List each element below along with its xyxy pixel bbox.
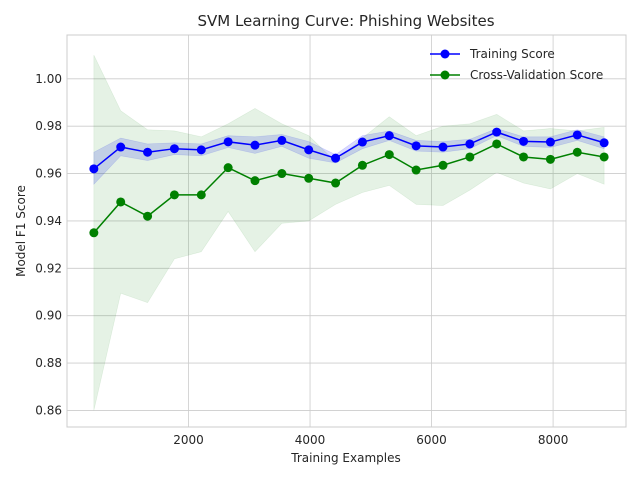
- data-point: [599, 138, 609, 148]
- grid-lines: [67, 35, 626, 427]
- y-tick-label: 0.88: [35, 356, 62, 370]
- data-point: [250, 140, 260, 150]
- data-point: [572, 130, 582, 140]
- plot-frame: [66, 34, 627, 428]
- data-point: [89, 228, 99, 238]
- data-point: [331, 153, 341, 163]
- data-point: [438, 160, 448, 170]
- legend-marker-training: [440, 49, 450, 59]
- series-markers: [89, 127, 609, 238]
- data-point: [89, 164, 99, 174]
- data-point: [492, 139, 502, 149]
- x-axis-label: Training Examples: [290, 451, 400, 465]
- data-point: [277, 135, 287, 145]
- x-tick-label: 8000: [538, 433, 569, 447]
- data-point: [304, 173, 314, 183]
- y-tick-label: 0.98: [35, 119, 62, 133]
- data-point: [357, 137, 367, 147]
- data-point: [169, 144, 179, 154]
- chart-title: SVM Learning Curve: Phishing Websites: [197, 12, 494, 30]
- legend-label-cv: Cross-Validation Score: [470, 68, 603, 82]
- legend: Training Score Cross-Validation Score: [430, 47, 603, 82]
- data-point: [599, 152, 609, 162]
- legend-label-training: Training Score: [469, 47, 555, 61]
- data-point: [250, 176, 260, 186]
- y-tick-label: 0.92: [35, 261, 62, 275]
- data-point: [465, 152, 475, 162]
- legend-marker-cv: [440, 70, 450, 80]
- data-point: [519, 136, 529, 146]
- data-point: [223, 137, 233, 147]
- data-point: [143, 147, 153, 157]
- x-tick-label: 2000: [173, 433, 204, 447]
- data-point: [545, 154, 555, 164]
- y-tick-label: 0.90: [35, 309, 62, 323]
- plot-background: [67, 35, 626, 427]
- y-tick-label: 0.86: [35, 403, 62, 417]
- data-point: [384, 150, 394, 160]
- data-point: [411, 165, 421, 175]
- data-point: [196, 190, 206, 200]
- data-point: [304, 145, 314, 155]
- data-point: [438, 142, 448, 152]
- data-point: [519, 152, 529, 162]
- x-tick-label: 6000: [416, 433, 447, 447]
- data-point: [384, 131, 394, 141]
- y-tick-label: 0.96: [35, 167, 62, 181]
- data-point: [169, 190, 179, 200]
- data-point: [545, 137, 555, 147]
- data-point: [116, 197, 126, 207]
- data-point: [223, 163, 233, 173]
- data-point: [143, 211, 153, 221]
- data-point: [492, 127, 502, 137]
- data-point: [196, 145, 206, 155]
- data-point: [277, 169, 287, 179]
- y-tick-labels: 0.86 0.88 0.90 0.92 0.94 0.96 0.98 1.00: [35, 72, 62, 418]
- data-point: [465, 139, 475, 149]
- y-tick-label: 0.94: [35, 214, 62, 228]
- data-point: [357, 160, 367, 170]
- x-tick-label: 4000: [295, 433, 326, 447]
- data-point: [411, 141, 421, 151]
- data-point: [331, 178, 341, 188]
- series-band-0: [93, 128, 605, 185]
- y-axis-label: Model F1 Score: [14, 185, 28, 277]
- x-tick-labels: 2000 4000 6000 8000: [173, 433, 568, 447]
- data-point: [116, 142, 126, 152]
- y-tick-label: 1.00: [35, 72, 62, 86]
- data-point: [572, 147, 582, 157]
